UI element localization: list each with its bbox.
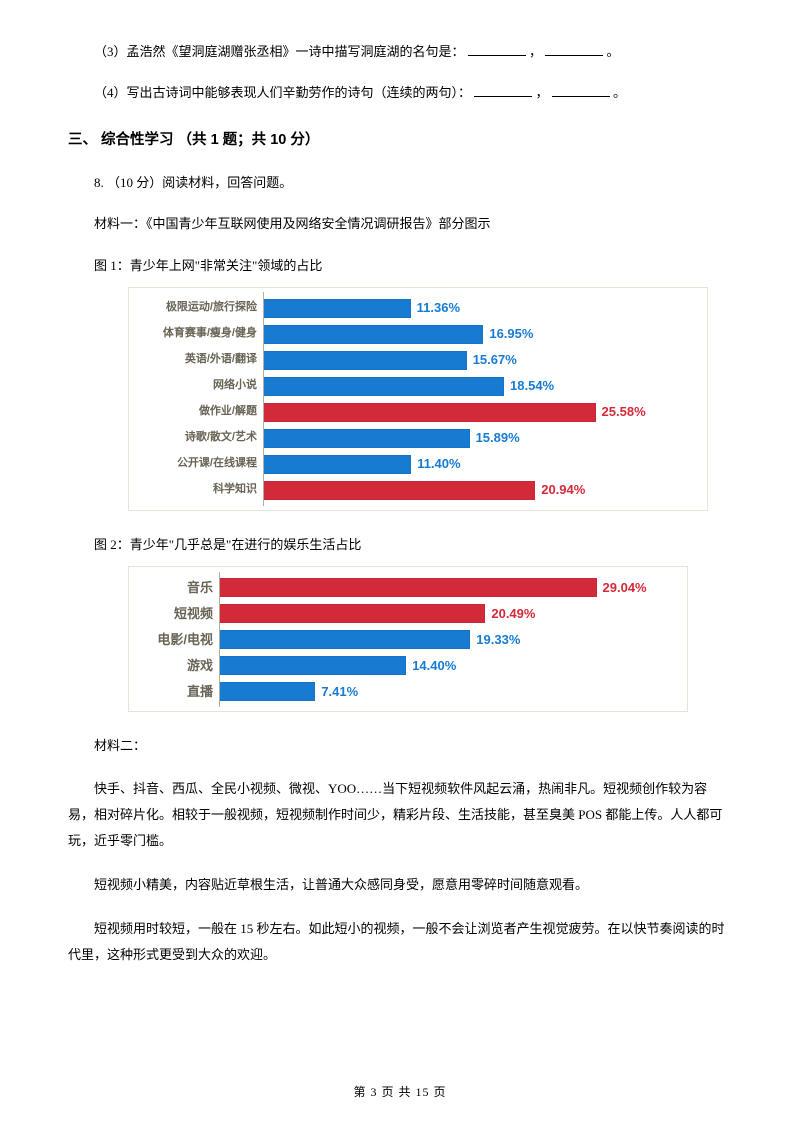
chart-row: 直播 7.41%	[133, 679, 679, 703]
chart-row: 公开课/在线课程 11.40%	[133, 452, 699, 476]
q4-text: （4）写出古诗词中能够表现人们辛勤劳作的诗句（连续的两句）：	[94, 85, 471, 100]
bar-value: 19.33%	[476, 628, 520, 651]
bar	[263, 299, 411, 318]
material-2-head: 材料二：	[68, 734, 732, 757]
bar-value: 15.89%	[476, 426, 520, 449]
bar	[219, 578, 597, 597]
bar	[219, 656, 406, 675]
period: 。	[607, 44, 620, 59]
bar-value: 7.41%	[321, 680, 358, 703]
q3-text: （3）孟浩然《望洞庭湖赠张丞相》一诗中描写洞庭湖的名句是：	[94, 44, 465, 59]
chart-row-label: 音乐	[133, 576, 219, 599]
bar-value: 20.94%	[541, 478, 585, 501]
question-3: （3）孟浩然《望洞庭湖赠张丞相》一诗中描写洞庭湖的名句是： ， 。	[68, 40, 732, 63]
bar-wrap: 19.33%	[219, 628, 679, 651]
chart-row-label: 网络小说	[133, 376, 263, 396]
bar-wrap: 15.89%	[263, 426, 699, 449]
figure-1-caption: 图 1：青少年上网"非常关注"领域的占比	[68, 254, 732, 277]
chart-row-label: 公开课/在线课程	[133, 454, 263, 474]
chart-row: 英语/外语/翻译 15.67%	[133, 348, 699, 372]
chart-row-label: 电影/电视	[133, 628, 219, 651]
bar-wrap: 20.49%	[219, 602, 679, 625]
chart-1: 极限运动/旅行探险 11.36% 体育赛事/瘦身/健身 16.95% 英语/外语/翻译 1…	[128, 287, 708, 511]
chart-row-label: 科学知识	[133, 480, 263, 500]
bar-value: 15.67%	[473, 348, 517, 371]
blank	[552, 84, 610, 97]
bar-value: 11.40%	[417, 452, 460, 475]
chart-row-label: 做作业/解题	[133, 402, 263, 422]
page-footer: 第 3 页 共 15 页	[0, 1082, 800, 1104]
bar-wrap: 20.94%	[263, 478, 699, 501]
chart-row: 游戏 14.40%	[133, 653, 679, 677]
axis-line	[263, 474, 264, 505]
bar	[263, 403, 596, 422]
question-4: （4）写出古诗词中能够表现人们辛勤劳作的诗句（连续的两句）： ， 。	[68, 81, 732, 104]
blank	[545, 43, 603, 56]
bar	[219, 604, 485, 623]
axis-line	[219, 676, 220, 707]
bar	[219, 682, 315, 701]
bar	[263, 481, 535, 500]
bar	[263, 351, 467, 370]
bar-wrap: 11.36%	[263, 296, 699, 319]
chart-row: 诗歌/散文/艺术 15.89%	[133, 426, 699, 450]
chart-row: 电影/电视 19.33%	[133, 627, 679, 651]
bar	[263, 377, 504, 396]
bar-wrap: 7.41%	[219, 680, 679, 703]
bar-wrap: 11.40%	[263, 452, 699, 475]
bar-value: 29.04%	[603, 576, 647, 599]
bar-wrap: 16.95%	[263, 322, 699, 345]
bar-value: 14.40%	[412, 654, 456, 677]
bar	[263, 429, 470, 448]
bar-value: 16.95%	[489, 322, 533, 345]
bar-value: 25.58%	[602, 400, 646, 423]
section-3-heading: 三、 综合性学习 （共 1 题；共 10 分）	[68, 127, 732, 153]
chart-row: 做作业/解题 25.58%	[133, 400, 699, 424]
paragraph-1: 快手、抖音、西瓜、全民小视频、微视、YOO……当下短视频软件风起云涌，热闹非凡。…	[68, 776, 732, 854]
bar-value: 20.49%	[491, 602, 535, 625]
paragraph-2: 短视频小精美，内容贴近草根生活，让普通大众感同身受，愿意用零碎时间随意观看。	[68, 872, 732, 898]
bar	[263, 455, 411, 474]
chart-row: 短视频 20.49%	[133, 601, 679, 625]
bar-wrap: 29.04%	[219, 576, 679, 599]
chart-row-label: 体育赛事/瘦身/健身	[133, 324, 263, 344]
bar-value: 18.54%	[510, 374, 554, 397]
chart-row-label: 直播	[133, 680, 219, 703]
bar-wrap: 18.54%	[263, 374, 699, 397]
chart-row: 科学知识 20.94%	[133, 478, 699, 502]
chart-2: 音乐 29.04% 短视频 20.49% 电影/电视 19.33% 游戏 14.40% 直播 7.…	[128, 566, 688, 712]
chart-row-label: 英语/外语/翻译	[133, 350, 263, 370]
paragraph-3: 短视频用时较短，一般在 15 秒左右。如此短小的视频，一般不会让浏览者产生视觉疲…	[68, 916, 732, 968]
comma: ，	[529, 44, 542, 59]
blank	[468, 43, 526, 56]
figure-2-caption: 图 2：青少年"几乎总是"在进行的娱乐生活占比	[68, 533, 732, 556]
material-1-head: 材料一：《中国青少年互联网使用及网络安全情况调研报告》部分图示	[68, 212, 732, 235]
bar	[263, 325, 483, 344]
bar-wrap: 15.67%	[263, 348, 699, 371]
blank	[474, 84, 532, 97]
chart-row: 体育赛事/瘦身/健身 16.95%	[133, 322, 699, 346]
bar-wrap: 14.40%	[219, 654, 679, 677]
question-8-head: 8. （10 分）阅读材料，回答问题。	[68, 171, 732, 194]
chart-row-label: 极限运动/旅行探险	[133, 298, 263, 318]
chart-row-label: 诗歌/散文/艺术	[133, 428, 263, 448]
comma: ，	[536, 85, 549, 100]
bar-value: 11.36%	[417, 296, 460, 319]
period: 。	[613, 85, 626, 100]
chart-row: 音乐 29.04%	[133, 575, 679, 599]
chart-row: 网络小说 18.54%	[133, 374, 699, 398]
bar-wrap: 25.58%	[263, 400, 699, 423]
chart-row-label: 游戏	[133, 654, 219, 677]
chart-row-label: 短视频	[133, 602, 219, 625]
bar	[219, 630, 470, 649]
chart-row: 极限运动/旅行探险 11.36%	[133, 296, 699, 320]
